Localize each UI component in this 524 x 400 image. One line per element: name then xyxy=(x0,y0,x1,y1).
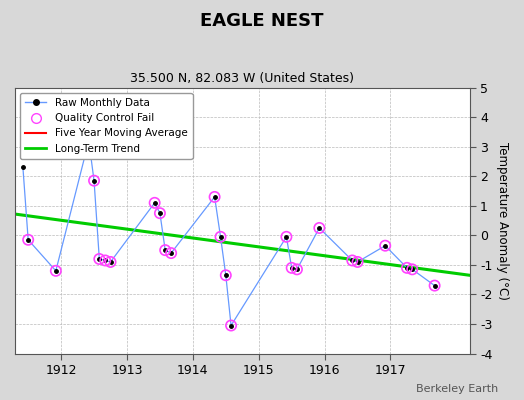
Point xyxy=(52,268,60,274)
Point xyxy=(106,259,115,265)
Point xyxy=(222,272,230,278)
Legend: Raw Monthly Data, Quality Control Fail, Five Year Moving Average, Long-Term Tren: Raw Monthly Data, Quality Control Fail, … xyxy=(20,93,192,159)
Point xyxy=(403,265,411,271)
Point xyxy=(216,234,225,240)
Point xyxy=(95,256,104,262)
Point xyxy=(353,259,362,265)
Point xyxy=(161,247,169,253)
Point xyxy=(381,242,389,249)
Point xyxy=(150,200,159,206)
Y-axis label: Temperature Anomaly (°C): Temperature Anomaly (°C) xyxy=(496,142,509,300)
Title: 35.500 N, 82.083 W (United States): 35.500 N, 82.083 W (United States) xyxy=(130,72,354,85)
Point xyxy=(348,257,356,264)
Point xyxy=(227,322,235,329)
Point xyxy=(430,282,439,289)
Point xyxy=(167,250,176,256)
Point xyxy=(408,266,417,272)
Point xyxy=(90,178,98,184)
Point xyxy=(211,194,219,200)
Point xyxy=(156,210,164,216)
Text: EAGLE NEST: EAGLE NEST xyxy=(200,12,324,30)
Point xyxy=(101,257,110,264)
Point xyxy=(24,236,32,243)
Point xyxy=(288,265,296,271)
Point xyxy=(282,234,291,240)
Point xyxy=(293,266,301,272)
Text: Berkeley Earth: Berkeley Earth xyxy=(416,384,498,394)
Point xyxy=(84,138,93,144)
Point xyxy=(315,225,323,231)
